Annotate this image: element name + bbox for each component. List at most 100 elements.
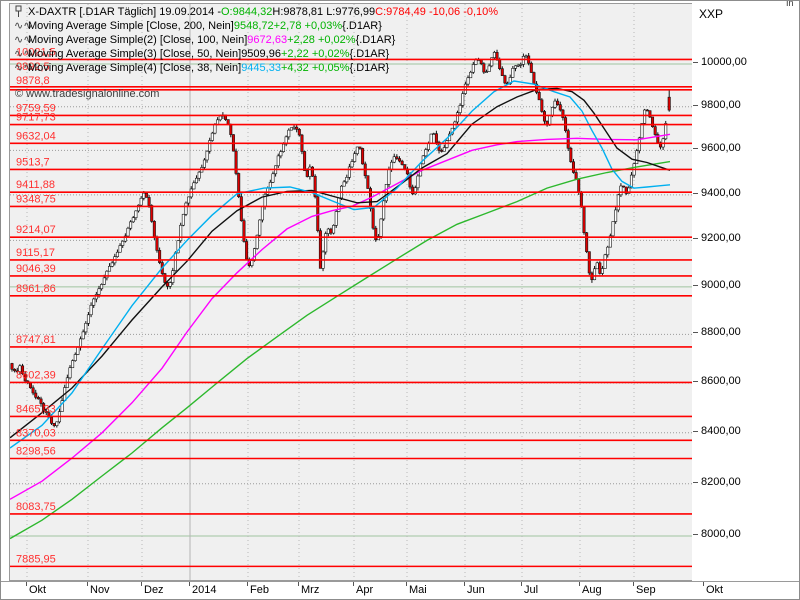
y-tick-label: 9200,00 <box>701 232 741 245</box>
x-tick-mark <box>521 582 522 586</box>
x-axis-tick: Mrz <box>298 582 319 596</box>
y-tick-mark <box>693 430 698 432</box>
legend-text-segment: +2,22 +0,02% <box>280 48 350 60</box>
legend-row-sma-200[interactable]: ∿∿ Moving Average Simple [Close, 200, Nei… <box>14 19 498 33</box>
y-tick-label: 8200,00 <box>701 475 741 488</box>
legend-text-segment: {.D1AR} <box>342 20 382 32</box>
y-tick-label: 9400,00 <box>701 186 741 199</box>
x-axis-tick: Okt <box>703 582 723 596</box>
level-label: 9348,75 <box>16 193 56 205</box>
legend-text-segment: Moving Average Simple [Close, 200, Nein] <box>28 20 234 32</box>
corner-text-fragment: In <box>786 0 794 8</box>
x-tick-mark <box>703 582 704 586</box>
x-tick-mark <box>141 582 142 586</box>
x-tick-mark <box>298 582 299 586</box>
x-axis-tick: Nov <box>87 582 110 596</box>
legend-text-segment: H:9878,81 L:9776,99 <box>272 6 376 18</box>
level-label: 9892,5 <box>16 61 50 73</box>
x-axis-tick: Apr <box>353 582 373 596</box>
legend-row-title[interactable]: X-DAXTR [.D1AR Täglich] 19.09.2014 - O:9… <box>14 5 498 19</box>
y-tick-mark <box>693 192 698 194</box>
level-label: 9115,17 <box>16 247 55 259</box>
level-label: 7885,95 <box>16 553 56 565</box>
level-label: 8370,03 <box>16 427 56 439</box>
legend-text-segment: {.D1AR} <box>349 48 390 60</box>
ma-line-sma-50[interactable] <box>10 87 671 439</box>
watermark: © www.tradesignalonline.com <box>15 88 160 100</box>
pin-icon <box>15 5 22 17</box>
grid-layer <box>10 4 692 580</box>
legend-text-segment: O:9844,32 <box>221 6 273 18</box>
x-axis-tick: Okt <box>26 582 46 596</box>
level-label: 8298,56 <box>16 445 56 457</box>
legend-text-segment: {.D1AR} <box>349 62 390 74</box>
legend-row-sma-100[interactable]: ∿∿ Moving Average Simple(2) [Close, 100, … <box>14 33 498 47</box>
x-axis-tick: Feb <box>247 582 269 596</box>
level-label: 8465,33 <box>16 403 56 415</box>
x-axis-tick: 2014 <box>189 582 216 596</box>
x-tick-mark <box>87 582 88 586</box>
price-axis[interactable]: 10000,00 9800,00 9600,00 9400,00 9200,00 9000… <box>692 1 799 581</box>
x-tick-mark <box>26 582 27 586</box>
level-label: 10021,5 <box>16 46 56 58</box>
y-tick-mark <box>693 238 698 240</box>
level-label: 8602,39 <box>16 369 56 381</box>
y-tick-mark <box>693 104 698 106</box>
level-label: 8961,86 <box>16 283 56 295</box>
legend-text-segment: +2,28 +0,02% <box>287 34 356 46</box>
level-label: 9411,88 <box>16 179 55 191</box>
legend-text-segment: X-DAXTR [.D1AR Täglich] 19.09.2014 - <box>28 6 221 18</box>
y-tick-mark <box>693 62 698 63</box>
level-label: 8747,81 <box>16 334 56 346</box>
y-tick-label: 8000,00 <box>701 528 741 540</box>
legend-row-sma-38-icon: ∿∿ <box>14 62 33 74</box>
legend-row-sma-38[interactable]: ∿∿ Moving Average Simple(4) [Close, 38, N… <box>14 61 498 75</box>
ma-line-sma-38[interactable] <box>10 80 671 449</box>
x-tick-mark <box>464 582 465 586</box>
y-tick-label: 8600,00 <box>701 375 741 388</box>
legend-text-segment: 9548,72 <box>233 20 274 32</box>
x-tick-mark <box>406 582 407 586</box>
y-tick-label: 8800,00 <box>701 326 741 339</box>
y-tick-mark <box>693 534 698 535</box>
legend-text-segment: +4,32 +0,05% <box>280 62 350 74</box>
level-label: 9046,39 <box>16 263 56 275</box>
level-label: 9632,04 <box>16 130 56 142</box>
legend-text-segment: 9445,33 <box>241 62 281 74</box>
x-axis-tick: Sep <box>633 582 656 596</box>
y-tick-label: 9600,00 <box>701 142 741 155</box>
x-axis-tick: Aug <box>579 582 602 596</box>
legend-row-sma-50[interactable]: ∿∿ Moving Average Simple(3) [Close, 50, N… <box>14 47 498 61</box>
legend-text-segment: 9672,63 <box>247 34 288 46</box>
legend-text-segment: C:9784,49 -10,06 -0,10% <box>375 6 499 18</box>
x-tick-mark <box>633 582 634 586</box>
ma-line-sma-100[interactable] <box>10 133 671 500</box>
level-label: 9214,07 <box>16 224 56 236</box>
level-label: 9717,73 <box>16 112 56 124</box>
legend-text-segment: +2,78 +0,03% <box>273 20 343 32</box>
legend-text-segment: 9509,96 <box>241 48 281 60</box>
level-label: 8083,75 <box>16 501 56 513</box>
x-axis-tick: Dez <box>141 582 164 596</box>
legend-row-sma-50-icon: ∿∿ <box>14 48 33 60</box>
x-axis-tick: Jun <box>464 582 485 596</box>
y-tick-label: 9800,00 <box>701 98 741 111</box>
time-axis[interactable]: Okt Nov Dez 2014 Feb Mrz Apr Mai Jun Jul Aug Sep Okt <box>1 581 799 599</box>
y-tick-mark <box>693 148 698 150</box>
legend-row-sma-200-icon: ∿∿ <box>14 20 33 32</box>
legend-row-sma-100-icon: ∿∿ <box>14 34 33 46</box>
legend-text-segment: Moving Average Simple(3) [Close, 50, Nei… <box>28 48 242 60</box>
level-label: 9759,59 <box>16 102 56 114</box>
x-tick-mark <box>353 582 354 586</box>
chart-plot-area[interactable]: 10021,5 9892,5 9878,8 9759,59 9717,73 9632,04… <box>9 3 693 581</box>
ma-line-sma-200[interactable] <box>10 160 671 540</box>
chart-legend: X-DAXTR [.D1AR Täglich] 19.09.2014 - O:9… <box>14 5 498 75</box>
y-tick-label: 10000,00 <box>701 56 747 68</box>
y-tick-label: 9000,00 <box>701 278 741 291</box>
legend-text-segment: {.D1AR} <box>355 34 396 46</box>
y-tick-mark <box>693 284 698 286</box>
x-tick-mark <box>579 582 580 586</box>
